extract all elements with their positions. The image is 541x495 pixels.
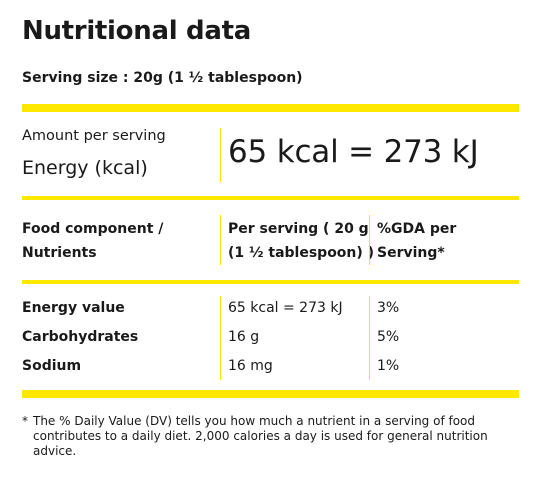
row-gda-sodium: 1%	[377, 358, 400, 374]
row-value-energy: 65 kcal = 273 kJ	[228, 300, 343, 316]
footnote-text: The % Daily Value (DV) tells you how muc…	[33, 414, 488, 458]
row-value-carbohydrates: 16 g	[228, 329, 260, 345]
row-gda-energy: 3%	[377, 300, 400, 316]
row-name-sodium: Sodium	[22, 358, 82, 374]
page-title: Nutritional data	[22, 16, 251, 46]
divider-bottom	[22, 390, 519, 398]
header-component: Food component / Nutrients	[22, 221, 164, 261]
row-name-energy: Energy value	[22, 300, 125, 316]
header-gda: %GDA per Serving*	[377, 221, 457, 261]
nutrition-panel: Nutritional data Serving size : 20g (1 ½…	[22, 0, 519, 495]
row-value-sodium: 16 mg	[228, 358, 273, 374]
row-name-carbohydrates: Carbohydrates	[22, 329, 139, 345]
divider-energy	[22, 196, 519, 200]
serving-size: Serving size : 20g (1 ½ tablespoon)	[22, 70, 303, 86]
row-gda-carbohydrates: 5%	[377, 329, 400, 345]
amount-per-serving-label: Amount per serving	[22, 128, 166, 144]
header-divider-2	[369, 215, 370, 265]
divider-header	[22, 280, 519, 284]
header-per-serving: Per serving ( 20 g (1 ½ tablespoon) )	[228, 221, 375, 261]
header-divider-1	[220, 215, 221, 265]
footnote-marker: *	[22, 414, 28, 428]
energy-divider	[220, 128, 221, 182]
divider-top	[22, 104, 519, 112]
energy-label: Energy (kcal)	[22, 157, 148, 179]
rows-divider-1	[220, 296, 221, 380]
energy-value: 65 kcal = 273 kJ	[228, 134, 479, 170]
rows-divider-2	[369, 296, 370, 380]
